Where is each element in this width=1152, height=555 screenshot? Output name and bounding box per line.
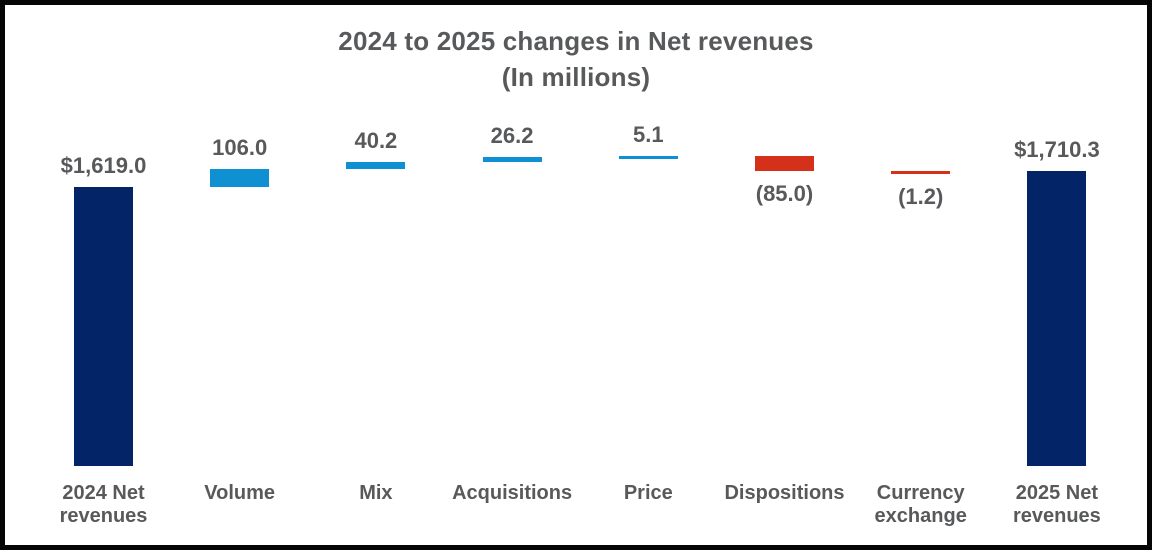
waterfall-chart: $1,619.0 2024 Net revenues 106.0 Volume 40.2… bbox=[5, 5, 1152, 555]
chart-title-line2: (In millions) bbox=[501, 62, 651, 92]
category-label-price: Price bbox=[623, 482, 673, 504]
waterfall-bar-dispositions bbox=[755, 156, 814, 172]
chart-title: 2024 to 2025 changes in Net revenues (In… bbox=[5, 23, 1147, 95]
waterfall-bar-2024-net-revenues bbox=[74, 187, 133, 466]
value-label-volume: 106.0 bbox=[212, 134, 268, 160]
value-label-price: 5.1 bbox=[633, 122, 664, 148]
waterfall-bar-mix bbox=[346, 161, 406, 169]
category-label-2025-net-revenues: 2025 Net revenues bbox=[1012, 482, 1101, 527]
waterfall-bar-2025-net-revenues bbox=[1027, 171, 1087, 466]
category-label-currency-exchange: Currency exchange bbox=[874, 482, 967, 527]
value-label-acquisitions: 26.2 bbox=[490, 123, 534, 149]
waterfall-bar-volume bbox=[210, 168, 270, 187]
category-label-volume: Volume bbox=[204, 482, 276, 504]
category-label-2024-net-revenues: 2024 Net revenues bbox=[59, 482, 148, 527]
waterfall-bar-currency-exchange bbox=[891, 171, 951, 174]
category-label-acquisitions: Acquisitions bbox=[452, 482, 573, 504]
waterfall-bar-price bbox=[618, 156, 678, 159]
value-label-mix: 40.2 bbox=[354, 127, 398, 153]
chart-title-line1: 2024 to 2025 changes in Net revenues bbox=[338, 26, 814, 56]
value-label-dispositions: (85.0) bbox=[755, 181, 814, 207]
value-label-currency-exchange: (1.2) bbox=[898, 183, 944, 209]
value-label-2024-net-revenues: $1,619.0 bbox=[60, 153, 147, 178]
waterfall-bar-acquisitions bbox=[482, 157, 542, 162]
category-label-dispositions: Dispositions bbox=[724, 482, 845, 504]
value-label-2025-net-revenues: $1,710.3 bbox=[1014, 137, 1100, 163]
category-label-mix: Mix bbox=[359, 482, 393, 504]
